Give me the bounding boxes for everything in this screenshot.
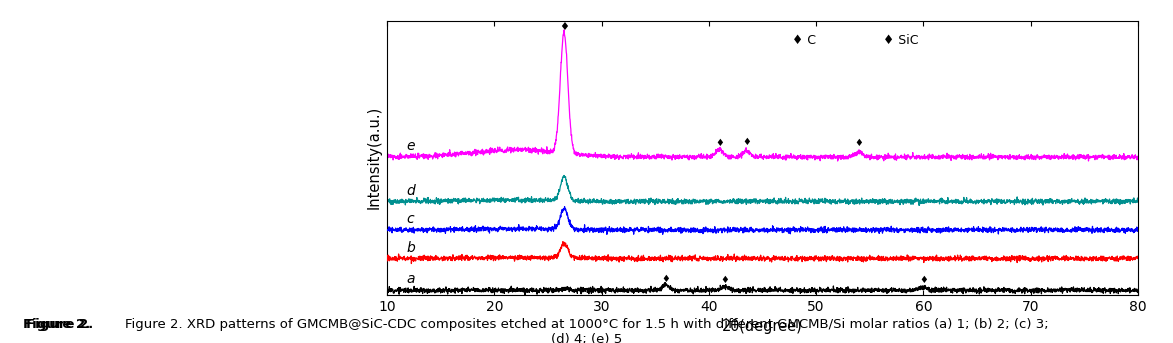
Text: ♦: ♦ [918,275,928,285]
Text: Figure 2.: Figure 2. [23,318,90,331]
Text: ♦: ♦ [662,274,670,284]
Text: ♦: ♦ [716,138,724,147]
Text: e: e [406,139,415,153]
Text: ♦ SiC: ♦ SiC [882,34,918,47]
Text: Figure 2. XRD patterns of GMCMB@SiC-CDC composites etched at 1000°C for 1.5 h wi: Figure 2. XRD patterns of GMCMB@SiC-CDC … [124,318,1049,331]
Y-axis label: Intensity(a.u.): Intensity(a.u.) [366,106,381,210]
Text: b: b [406,241,415,255]
Text: (d) 4; (e) 5: (d) 4; (e) 5 [551,333,622,343]
Text: ♦ C: ♦ C [793,34,816,47]
X-axis label: 2θ(degree): 2θ(degree) [723,319,802,334]
Text: a: a [406,272,415,286]
Text: ♦: ♦ [560,22,569,32]
Text: ♦: ♦ [720,275,730,285]
Text: ♦: ♦ [855,138,863,148]
Text: Figure 2. XRD patterns of GMCMB@SiC-CDC composites etched at 1000°C for 1.5 h wi: Figure 2. XRD patterns of GMCMB@SiC-CDC … [124,318,1049,331]
Text: d: d [406,184,415,198]
Text: c: c [406,212,414,226]
Text: ♦: ♦ [743,137,751,147]
Text: Figure 2.: Figure 2. [26,318,93,331]
